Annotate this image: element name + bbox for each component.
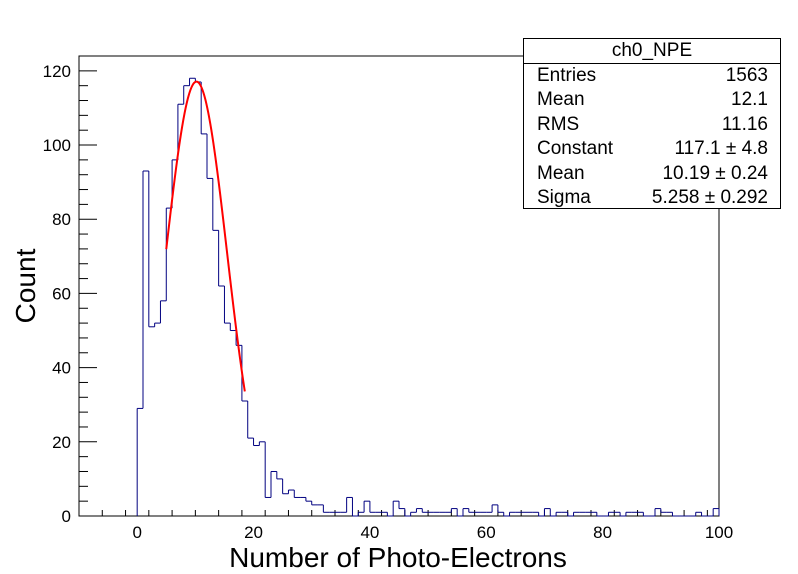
stats-box: ch0_NPE Entries 1563 Mean 12.1 RMS 11.16…: [523, 38, 781, 209]
stats-value: 11.16: [721, 113, 768, 135]
stats-value: 12.1: [731, 89, 768, 111]
stats-key: Entries: [537, 65, 597, 86]
x-tick-label: 80: [593, 523, 612, 542]
y-tick-label: 60: [52, 284, 71, 303]
stats-key: Sigma: [537, 186, 591, 208]
gaussian-fit-curve: [165, 80, 246, 392]
stats-key: Constant: [537, 138, 614, 160]
plot-frame: [78, 55, 720, 517]
x-tick-label: 20: [244, 523, 263, 542]
stats-value: 117.1 ± 4.8: [674, 138, 768, 160]
stats-row-fit-mean: Mean 10.19 ± 0.24: [524, 162, 780, 186]
y-tick-label: 0: [62, 507, 71, 526]
stats-value: 1563: [725, 65, 768, 86]
stats-key: Mean: [537, 162, 585, 184]
y-tick-label: 20: [52, 433, 71, 452]
stats-key: RMS: [537, 113, 580, 135]
stats-row-fit-sigma: Sigma 5.258 ± 0.292: [524, 186, 780, 210]
x-tick-label: 0: [132, 523, 141, 542]
x-tick-label: 60: [477, 523, 496, 542]
stats-row-entries: Entries 1563: [524, 64, 780, 88]
x-tick-label: 40: [360, 523, 379, 542]
stats-key: Mean: [537, 89, 585, 111]
stats-value: 10.19 ± 0.24: [662, 162, 768, 184]
y-axis-label: Count: [10, 248, 41, 323]
x-tick-label: 100: [705, 523, 733, 542]
stats-value: 5.258 ± 0.292: [651, 186, 768, 208]
y-tick-label: 120: [43, 62, 71, 81]
stats-row-rms: RMS 11.16: [524, 113, 780, 137]
y-tick-label: 80: [52, 210, 71, 229]
y-tick-label: 40: [52, 359, 71, 378]
stats-row-fit-constant: Constant 117.1 ± 4.8: [524, 137, 780, 161]
y-tick-label: 100: [43, 136, 71, 155]
stats-title: ch0_NPE: [524, 39, 780, 64]
x-axis-label: Number of Photo-Electrons: [229, 542, 567, 573]
stats-row-mean: Mean 12.1: [524, 88, 780, 112]
